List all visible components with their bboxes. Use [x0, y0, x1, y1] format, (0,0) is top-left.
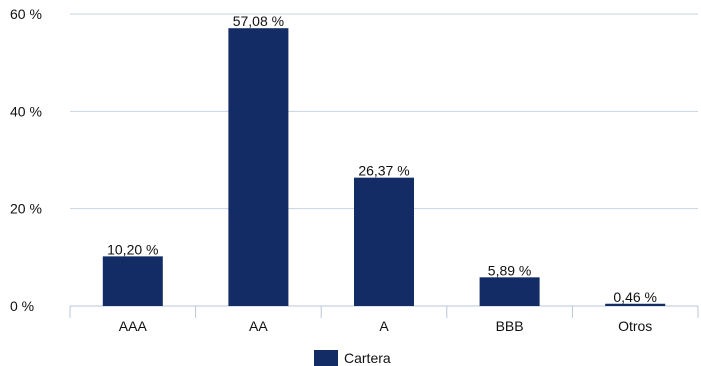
bar-aaa [102, 256, 163, 306]
bar-otros [605, 303, 666, 306]
data-label-aaa: 10,20 % [107, 241, 158, 257]
bar-aa [228, 28, 289, 307]
legend: Cartera [314, 350, 391, 366]
y-tick-label: 40 % [10, 103, 42, 119]
bar-bbb [479, 277, 540, 306]
x-tick-label-aa: AA [249, 318, 268, 334]
y-tick-label: 60 % [10, 6, 42, 22]
bars-layer [102, 28, 666, 307]
y-tick-label: 0 % [10, 298, 34, 314]
legend-swatch-cartera [314, 350, 338, 366]
labels-layer: 10,20 % AAA 57,08 % AA 26,37 % A 5,89 % BBB 0,46… [107, 13, 657, 334]
y-tick-label: 20 % [10, 201, 42, 217]
x-tick-label-a: A [379, 318, 389, 334]
x-tick-label-bbb: BBB [496, 318, 524, 334]
bar-a [354, 177, 414, 306]
data-label-a: 26,37 % [358, 163, 409, 179]
data-label-bbb: 5,89 % [488, 262, 532, 278]
x-tick-label-otros: Otros [618, 318, 652, 334]
legend-label-cartera: Cartera [344, 350, 391, 366]
data-label-otros: 0,46 % [613, 289, 657, 305]
data-label-aa: 57,08 % [233, 13, 284, 29]
x-tick-label-aaa: AAA [119, 318, 148, 334]
